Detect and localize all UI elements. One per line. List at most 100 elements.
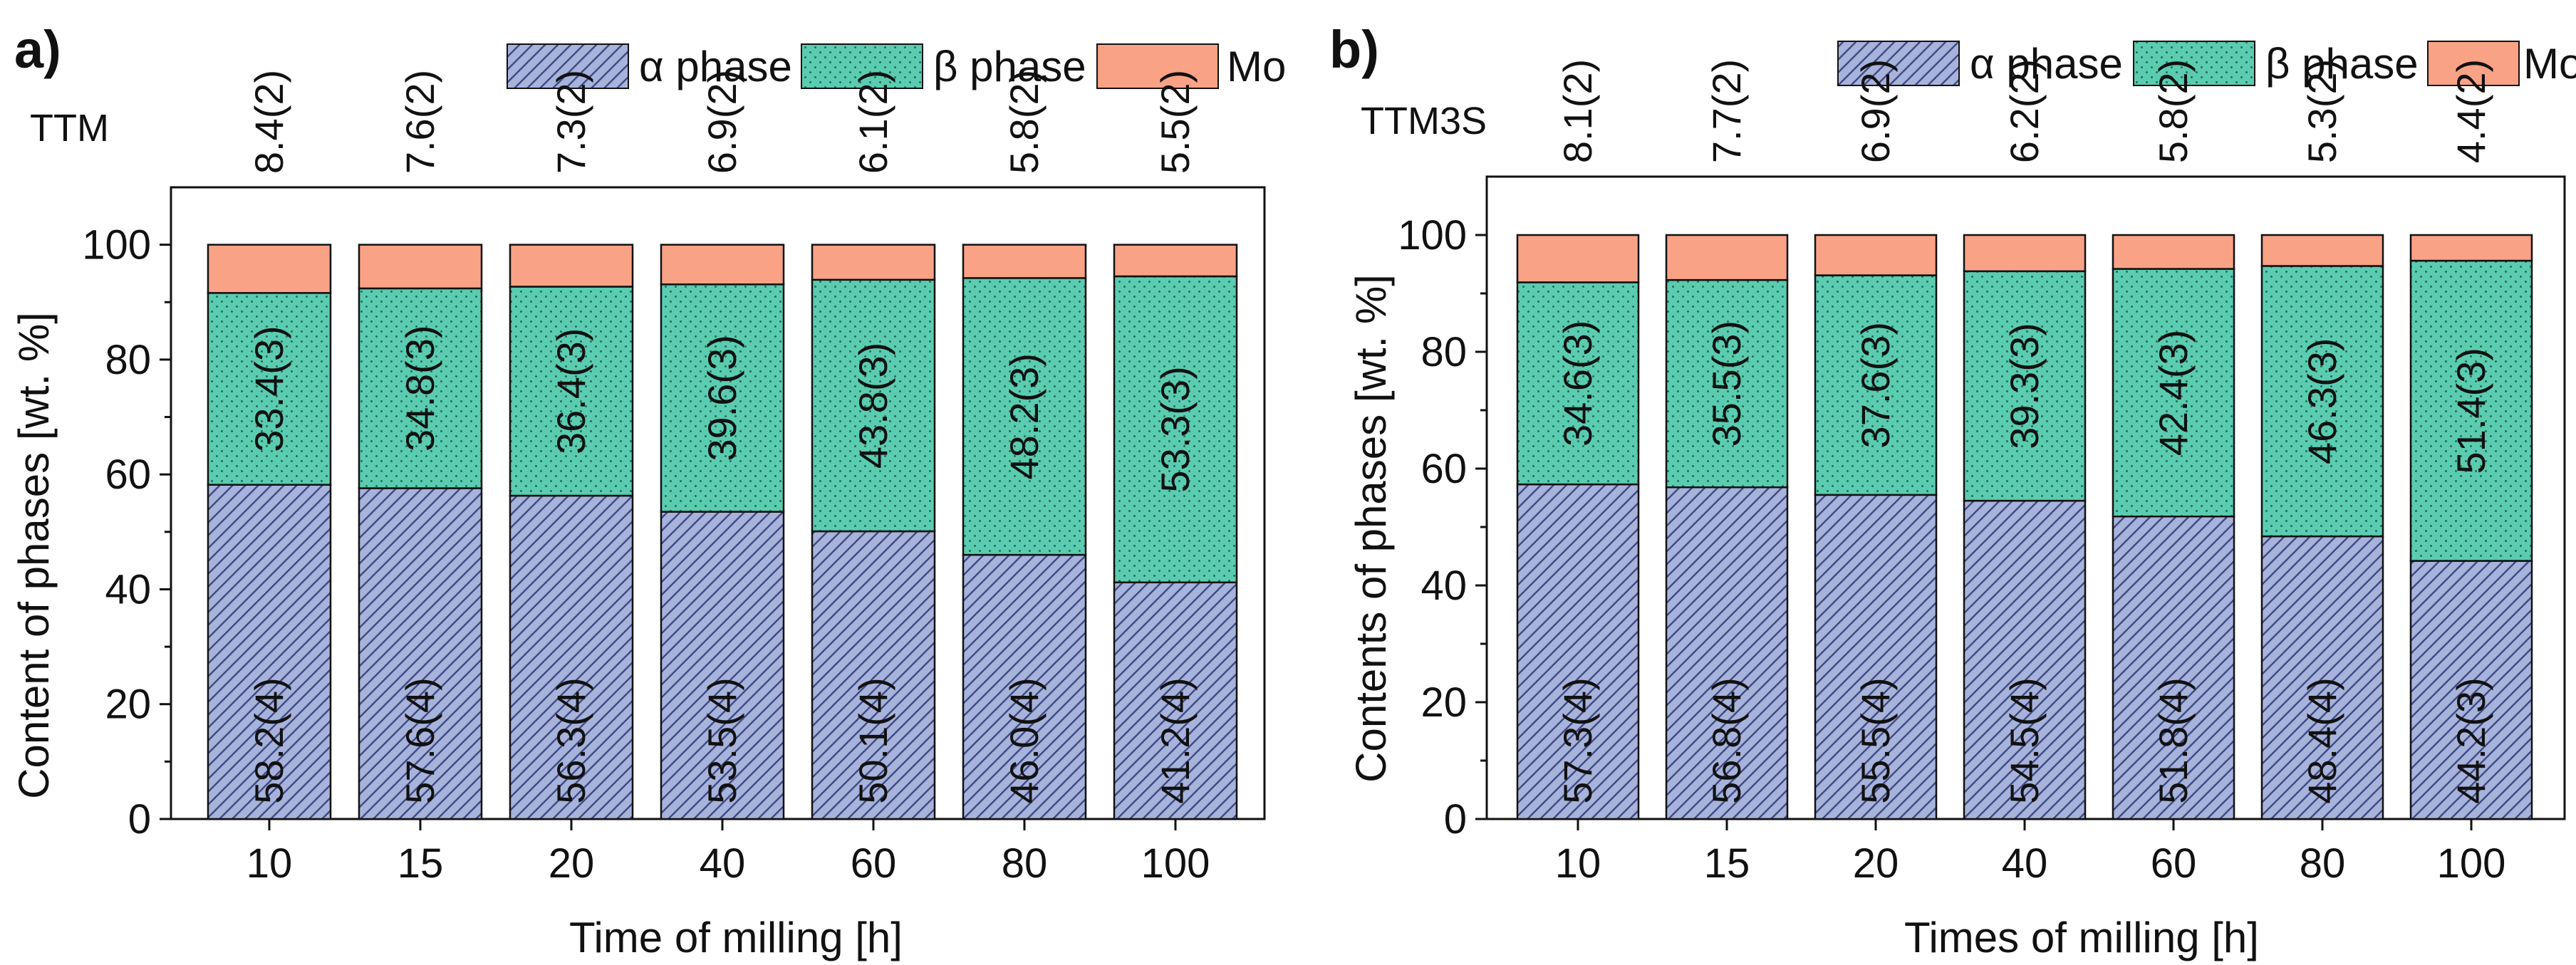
bar-mo-20h: [1814, 234, 1938, 276]
data-label-beta: 46.3(3): [2300, 338, 2344, 464]
x-tick-label: 10: [1555, 840, 1601, 887]
y-tick-label: 100: [82, 222, 151, 268]
bar-beta-100h: [2409, 259, 2533, 562]
legend-a-mo-swatch: [1096, 43, 1219, 89]
data-label-alpha: 50.1(4): [851, 677, 895, 803]
data-label-alpha: 41.2(4): [1153, 677, 1198, 803]
legend-b-alpha-swatch: [1837, 41, 1960, 86]
data-label-beta: 34.6(3): [1555, 320, 1600, 447]
data-label-mo: 7.6(2): [398, 70, 442, 174]
legend-b-mo-label: Mo: [2523, 40, 2576, 88]
data-label-beta: 37.6(3): [1853, 322, 1898, 448]
legend-a-alpha-label: α phase: [639, 43, 792, 90]
y-tick-label: 0: [1444, 796, 1467, 843]
data-label-mo: 8.4(2): [246, 70, 291, 174]
bar-mo-100h: [2409, 234, 2533, 262]
bar-beta-15h: [358, 287, 483, 489]
x-tick-label: 60: [851, 840, 897, 887]
bar-alpha-60h: [2112, 515, 2235, 820]
legend-a: α phase β phase Mo: [507, 43, 1286, 90]
bar-mo-10h: [207, 244, 332, 294]
y-tick-label: 80: [1421, 329, 1467, 375]
bar-beta-10h: [1516, 281, 1640, 486]
data-label-beta: 35.5(3): [1704, 320, 1749, 447]
data-label-alpha: 57.3(4): [1555, 677, 1600, 803]
bar-mo-80h: [2260, 234, 2384, 267]
data-label-alpha: 56.8(4): [1704, 677, 1749, 803]
data-label-alpha: 53.5(4): [700, 677, 744, 803]
bar-mo-20h: [509, 244, 634, 288]
data-label-mo: 5.8(2): [2151, 59, 2196, 163]
bar-mo-40h: [1963, 234, 2087, 273]
bar-beta-60h: [811, 278, 936, 533]
x-tick-label: 80: [2300, 840, 2346, 887]
bar-mo-60h: [811, 244, 936, 281]
bar-beta-100h: [1113, 275, 1238, 584]
data-label-alpha: 54.5(4): [2002, 677, 2047, 803]
data-label-beta: 42.4(3): [2151, 330, 2196, 456]
panel-a-letter: a): [14, 20, 61, 79]
y-axis-title-b: Contents of phases [wt. %]: [1347, 274, 1395, 783]
legend-b-alpha-label: α phase: [1970, 40, 2123, 88]
bar-alpha-40h: [660, 511, 785, 820]
x-tick-label: 20: [1853, 840, 1899, 887]
x-tick-label: 80: [1002, 840, 1048, 887]
data-label-alpha: 46.0(4): [1002, 677, 1046, 803]
legend-b-beta-label: β phase: [2265, 40, 2419, 88]
x-tick-label: 20: [549, 840, 595, 887]
data-label-mo: 5.3(2): [2300, 59, 2344, 163]
data-label-beta: 39.3(3): [2002, 323, 2047, 449]
panel-b-letter: b): [1329, 20, 1379, 79]
legend-a-mo-label: Mo: [1227, 43, 1286, 90]
x-tick-label: 100: [1141, 840, 1210, 887]
data-label-alpha: 44.2(3): [2448, 677, 2493, 803]
x-tick-label: 60: [2151, 840, 2197, 887]
data-label-mo: 5.5(2): [1153, 70, 1198, 174]
bar-alpha-100h: [2409, 560, 2533, 820]
legend-a-beta-swatch: [801, 43, 923, 89]
bar-alpha-15h: [1665, 486, 1789, 820]
bar-mo-100h: [1113, 244, 1238, 278]
bar-alpha-20h: [1814, 494, 1938, 820]
bar-alpha-10h: [207, 484, 332, 820]
bar-alpha-100h: [1113, 581, 1238, 820]
data-label-mo: 6.2(2): [2002, 59, 2047, 163]
x-tick-label: 10: [246, 840, 293, 887]
data-label-mo: 5.8(2): [1002, 70, 1046, 174]
data-label-mo: 6.9(2): [700, 70, 744, 174]
legend-b-beta-swatch: [2133, 41, 2255, 86]
legend-b: α phase β phase Mo: [1837, 40, 2576, 88]
panel-a-sample-label: TTM: [30, 107, 109, 150]
data-label-beta: 33.4(3): [246, 325, 291, 452]
y-tick-label: 60: [1421, 446, 1467, 492]
bar-mo-80h: [962, 244, 1087, 279]
y-tick-label: 40: [1421, 563, 1467, 609]
data-label-beta: 39.6(3): [700, 335, 744, 461]
y-axis-title-a: Content of phases [wt. %]: [10, 312, 58, 799]
bar-beta-80h: [2260, 265, 2384, 538]
bar-alpha-80h: [2260, 535, 2384, 820]
bar-alpha-80h: [962, 553, 1087, 820]
data-label-alpha: 55.5(4): [1853, 677, 1898, 803]
plot-area-a: 0 20 40 60 80 100 58.2(4) 33.4(3) 8.4(2) 10 57.6(4…: [82, 70, 1266, 887]
x-axis-title-a: Time of milling [h]: [569, 914, 903, 961]
bar-beta-40h: [660, 283, 785, 513]
data-label-alpha: 58.2(4): [246, 677, 291, 803]
data-label-beta: 51.4(3): [2448, 348, 2493, 474]
bar-mo-40h: [660, 244, 785, 286]
data-label-mo: 7.3(2): [549, 70, 593, 174]
bar-alpha-20h: [509, 494, 634, 820]
legend-a-beta-label: β phase: [933, 43, 1086, 90]
y-tick-label: 100: [1398, 212, 1467, 259]
data-label-mo: 7.7(2): [1704, 59, 1749, 163]
bar-beta-80h: [962, 277, 1087, 556]
data-label-alpha: 57.6(4): [398, 677, 442, 803]
x-tick-label: 15: [398, 840, 444, 887]
bar-mo-15h: [358, 244, 483, 290]
data-label-alpha: 56.3(4): [549, 677, 593, 803]
x-tick-label: 40: [700, 840, 746, 887]
bar-beta-40h: [1963, 270, 2087, 502]
bar-beta-20h: [509, 286, 634, 497]
bar-alpha-15h: [358, 487, 483, 820]
y-tick-label: 20: [1421, 679, 1467, 726]
